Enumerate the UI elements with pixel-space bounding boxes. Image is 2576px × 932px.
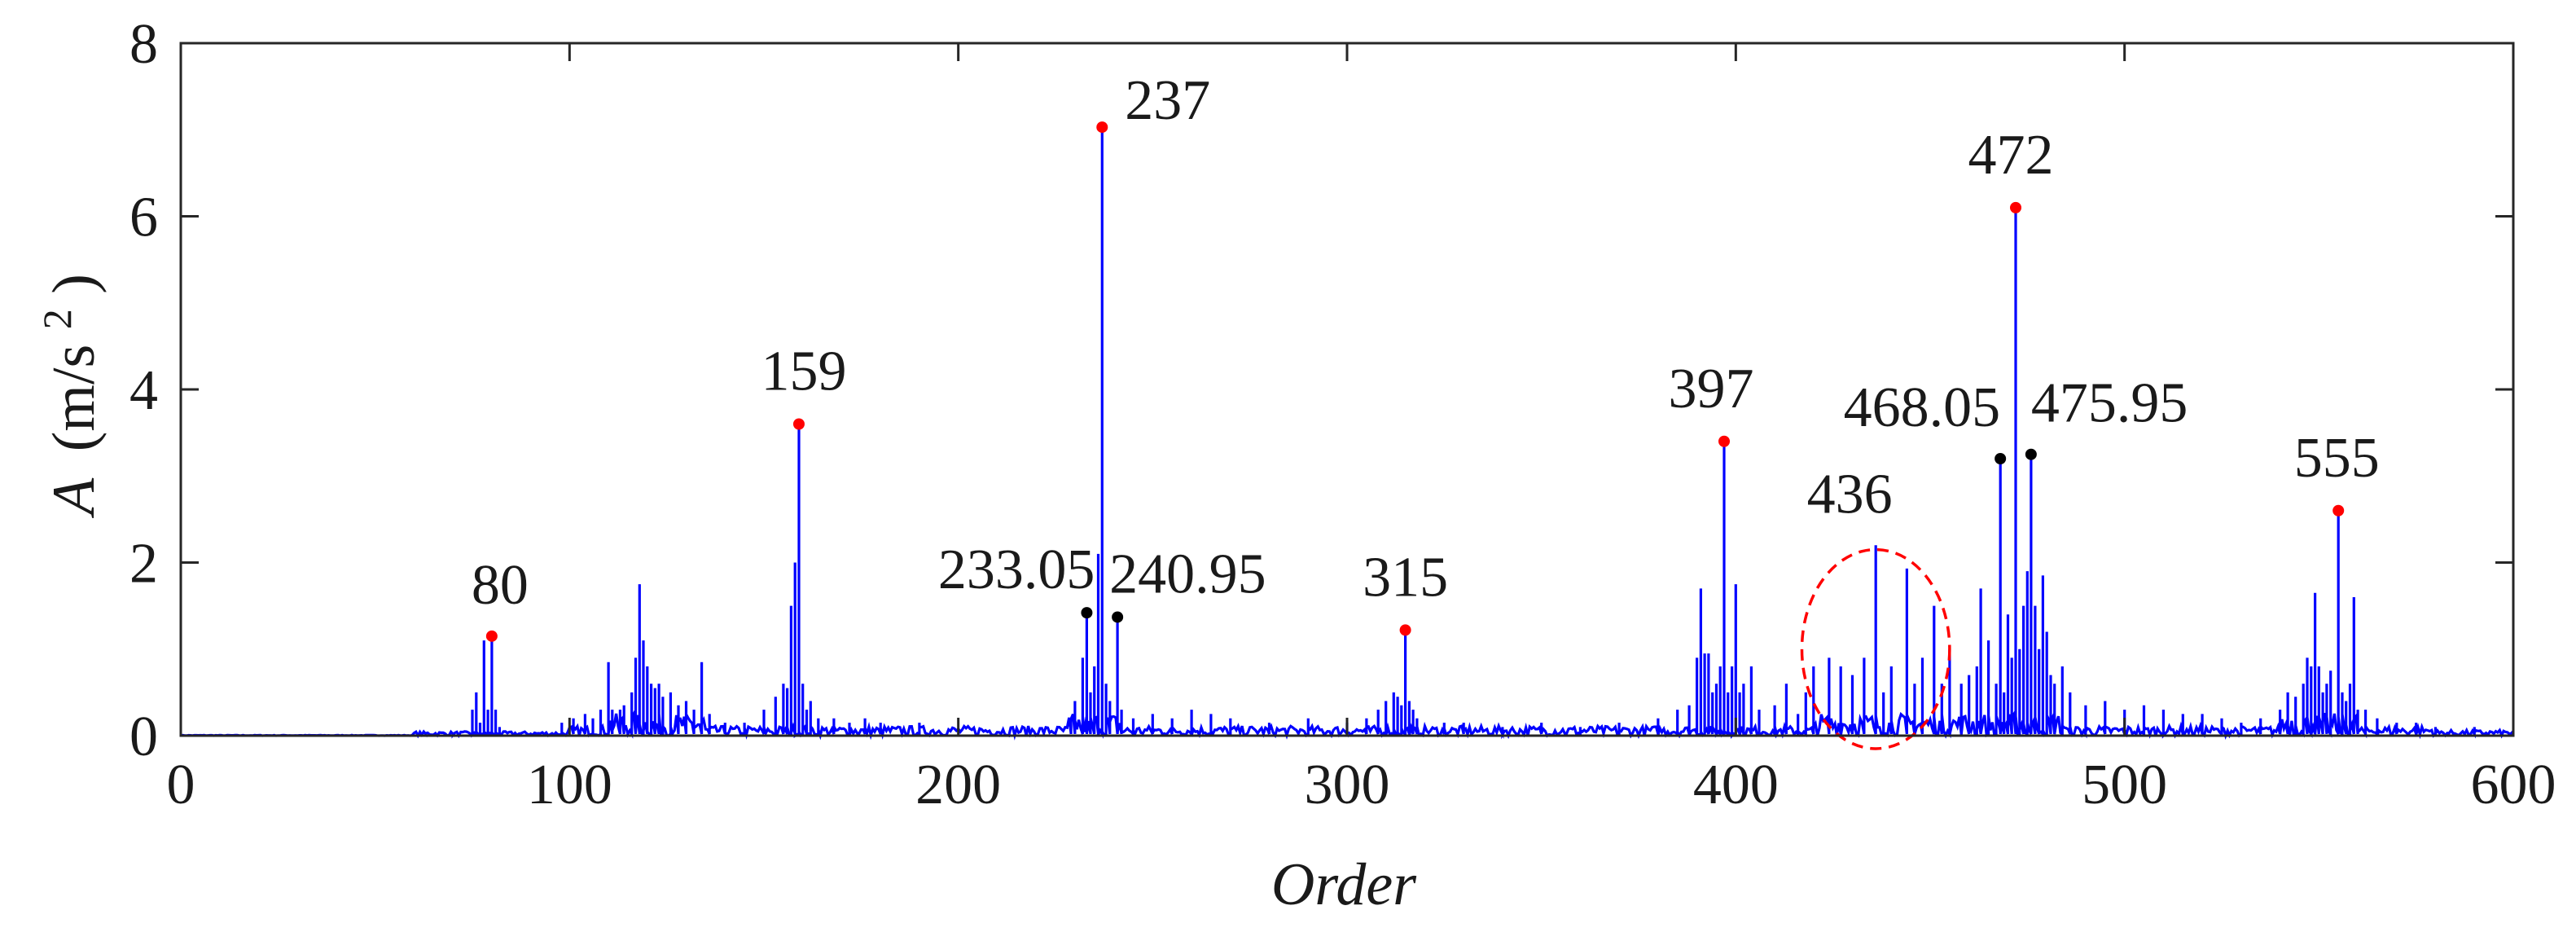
y-tick-label: 8 <box>129 13 158 76</box>
x-tick-label: 200 <box>915 754 1001 816</box>
peak-marker-80 <box>485 630 498 642</box>
peak-label-237: 237 <box>1125 69 1210 132</box>
y-axis-title: A (m/s 2 ) <box>18 274 108 519</box>
peak-label-159: 159 <box>761 341 846 403</box>
y-tick-label: 4 <box>129 359 158 422</box>
peak-label-397: 397 <box>1669 358 1754 420</box>
peak-marker-397 <box>1718 435 1731 447</box>
y-axis-title-unit: (m/s <box>41 345 108 452</box>
peak-marker-315 <box>1399 624 1411 636</box>
peak-marker-159 <box>792 418 805 430</box>
x-tick-label: 400 <box>1693 754 1779 816</box>
highlight-region-group <box>1800 547 1951 750</box>
x-tick-label: 600 <box>2471 754 2556 816</box>
y-tick-label: 6 <box>129 187 158 249</box>
peak-labels-group: 80 159 233.05 237 240.95 315 397 436 468.05 472 47… <box>472 69 2380 617</box>
peak-label-468-05: 468.05 <box>1844 376 2001 439</box>
y-tick-label: 2 <box>129 533 158 596</box>
axes-group <box>179 42 2515 737</box>
peak-label-315: 315 <box>1363 546 1448 609</box>
peak-label-475-95: 475.95 <box>2031 372 2188 435</box>
peak-marker-240-95 <box>1112 611 1124 623</box>
x-tick-label: 100 <box>527 754 612 816</box>
y-axis-title-symbol: A <box>41 477 108 519</box>
y-tick-label: 0 <box>129 706 158 768</box>
x-tick-label: 300 <box>1305 754 1390 816</box>
y-axis-title-unit-superscript: 2 <box>34 309 80 329</box>
peak-marker-237 <box>1096 121 1108 134</box>
peak-marker-475-95 <box>2025 448 2037 460</box>
x-tick-label: 500 <box>2082 754 2167 816</box>
tick-labels-group: 0 100 200 300 400 500 600 0 2 4 6 8 <box>129 13 2556 816</box>
peak-label-240-95: 240.95 <box>1109 543 1266 605</box>
peak-label-80: 80 <box>472 554 529 617</box>
peak-label-436: 436 <box>1807 463 1893 525</box>
peak-marker-233-05 <box>1081 607 1093 619</box>
x-tick-label: 0 <box>167 754 195 816</box>
peak-markers-group <box>485 121 2345 642</box>
peak-marker-472 <box>2010 201 2022 213</box>
peak-label-555: 555 <box>2294 427 2380 490</box>
peak-marker-555 <box>2332 504 2345 517</box>
peak-marker-468-05 <box>1995 453 2007 464</box>
peak-label-472: 472 <box>1968 124 2054 187</box>
x-axis-title: Order <box>1271 851 1417 918</box>
y-axis-title-unit-close: ) <box>41 274 108 294</box>
peak-label-233-05: 233.05 <box>938 539 1095 601</box>
highlight-region-ellipse <box>1800 547 1951 750</box>
